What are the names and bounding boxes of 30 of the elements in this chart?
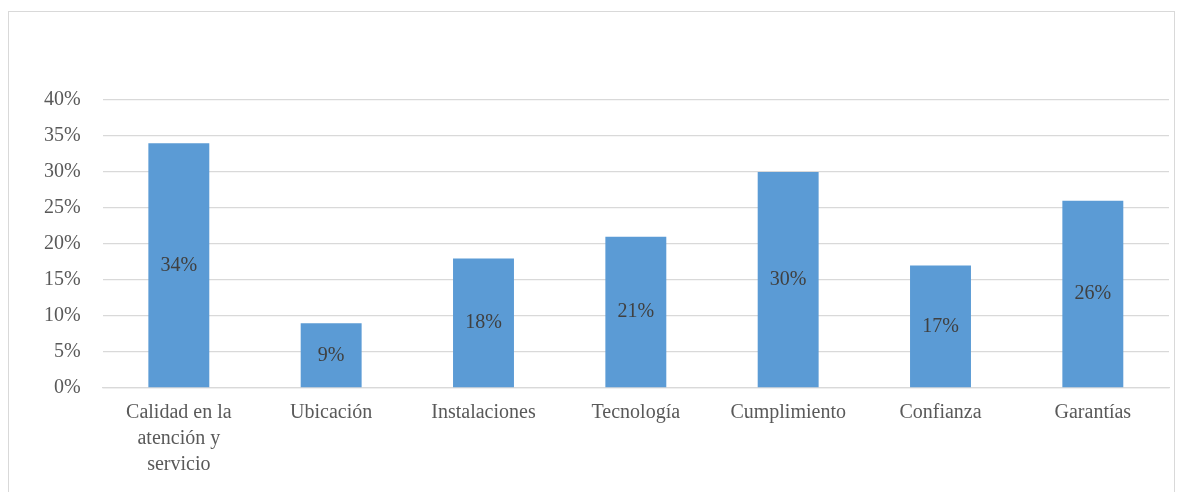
y-tick-label: 5% — [53, 339, 81, 362]
y-tick-label: 20% — [43, 231, 81, 254]
bar — [757, 172, 819, 388]
y-tick-label: 0% — [53, 375, 81, 398]
bar — [1062, 200, 1124, 388]
data-label: 30% — [769, 266, 807, 289]
bar — [148, 143, 210, 388]
x-tick-label: Confianza — [899, 400, 982, 423]
data-label: 17% — [922, 313, 959, 336]
x-tick-label: Instalaciones — [431, 400, 536, 423]
x-tick-label: Tecnología — [591, 400, 681, 424]
y-tick-label: 25% — [43, 195, 81, 218]
data-label: 18% — [465, 310, 502, 333]
x-tick-label: Garantías — [1054, 400, 1132, 423]
bar — [605, 236, 667, 388]
data-label: 34% — [160, 252, 198, 275]
data-label: 21% — [617, 299, 655, 322]
y-tick-label: 15% — [43, 267, 81, 290]
y-tick-label: 40% — [43, 87, 81, 110]
bar — [453, 258, 514, 388]
bar — [300, 323, 362, 388]
y-tick-label: 10% — [43, 303, 81, 326]
x-tick-label: Ubicación — [290, 400, 373, 423]
bar — [910, 265, 971, 388]
y-tick-label: 30% — [43, 159, 81, 182]
x-tick-label: Calidad en la atención y servicio — [126, 400, 232, 475]
data-label: 9% — [317, 342, 345, 365]
data-label: 26% — [1074, 281, 1112, 304]
x-tick-label: Cumplimiento — [730, 400, 846, 424]
y-tick-label: 35% — [43, 123, 81, 146]
